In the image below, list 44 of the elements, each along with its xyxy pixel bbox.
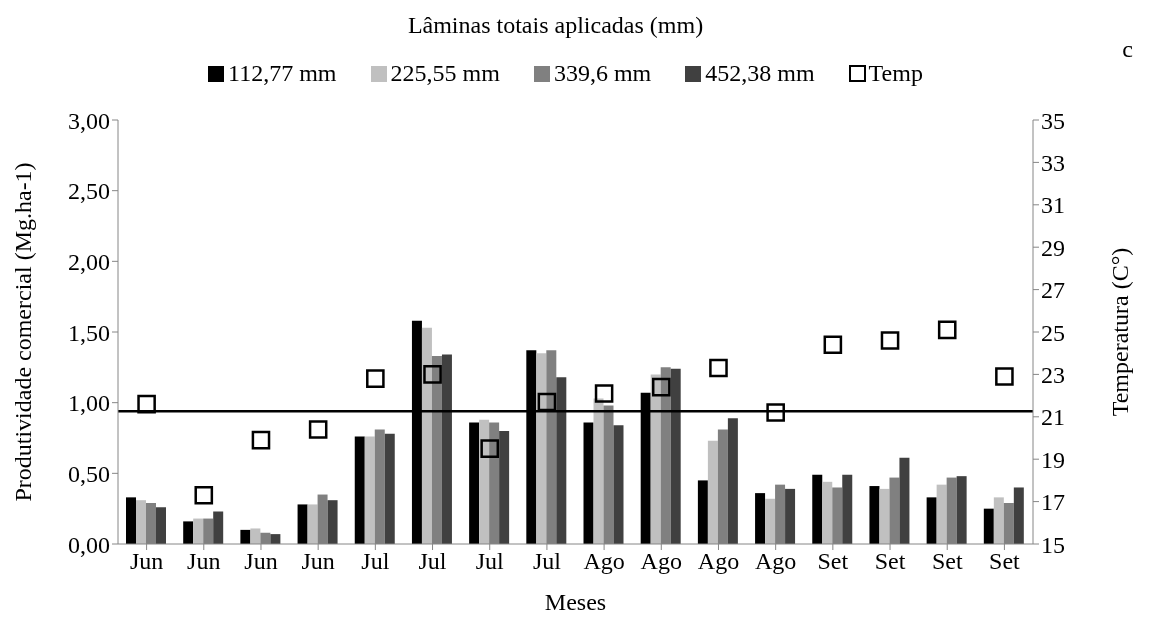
y2-tick-label: 31 (1041, 192, 1065, 219)
y2-tick-label: 27 (1041, 277, 1065, 304)
x-tick-label: Set (931, 548, 963, 575)
y2-axis-title: Temperatura (C°) (1106, 247, 1133, 417)
chart-title: Lâminas totais aplicadas (mm) (407, 12, 704, 38)
legend-label: 225,55 mm (389, 60, 500, 87)
legend-label: 339,6 mm (552, 60, 652, 87)
y-axis-title: Produtividade comercial (Mg.ha-1) (9, 162, 36, 502)
y2-tick-label: 15 (1041, 531, 1065, 558)
x-tick-label: Jun (129, 548, 164, 575)
y2-tick-label: 25 (1041, 319, 1065, 346)
x-tick-label: Jun (187, 548, 221, 575)
x-tick-label: Jul (532, 548, 562, 575)
x-tick-label: Jul (361, 548, 390, 575)
y2-tick-label: 21 (1041, 404, 1065, 431)
y-tick-label: 0,00 (68, 531, 110, 558)
x-tick-label: Ago (583, 548, 625, 575)
legend-label: 452,38 mm (704, 60, 815, 87)
y-tick-label: 1,50 (68, 319, 110, 346)
x-tick-label: Jul (475, 548, 505, 575)
x-tick-label: Set (874, 548, 906, 575)
y-tick-label: 2,00 (68, 248, 110, 275)
y2-tick-label: 19 (1041, 446, 1065, 473)
x-axis-title: Meses (544, 589, 607, 615)
text: c (1122, 36, 1133, 63)
x-tick-label: Jun (301, 548, 335, 575)
y2-tick-label: 35 (1041, 107, 1065, 134)
y-tick-label: 2,50 (68, 178, 110, 205)
y2-tick-label: 17 (1041, 489, 1065, 516)
x-tick-label: Jul (418, 548, 447, 575)
y-tick-label: 1,00 (68, 390, 110, 417)
y2-tick-label: 33 (1041, 149, 1065, 176)
legend-label: 112,77 mm (227, 60, 337, 87)
y2-tick-label: 23 (1041, 361, 1065, 388)
x-tick-label: Ago (640, 548, 682, 575)
x-tick-label: Set (989, 548, 1021, 575)
y-tick-label: 3,00 (68, 107, 110, 134)
x-tick-label: Ago (697, 548, 740, 575)
x-tick-label: Ago (754, 548, 797, 575)
x-tick-label: Jun (244, 548, 278, 575)
legend-label: Temp (867, 60, 923, 87)
y-tick-label: 0,50 (68, 460, 110, 487)
x-tick-label: Set (817, 548, 849, 575)
y2-tick-label: 29 (1041, 234, 1065, 261)
